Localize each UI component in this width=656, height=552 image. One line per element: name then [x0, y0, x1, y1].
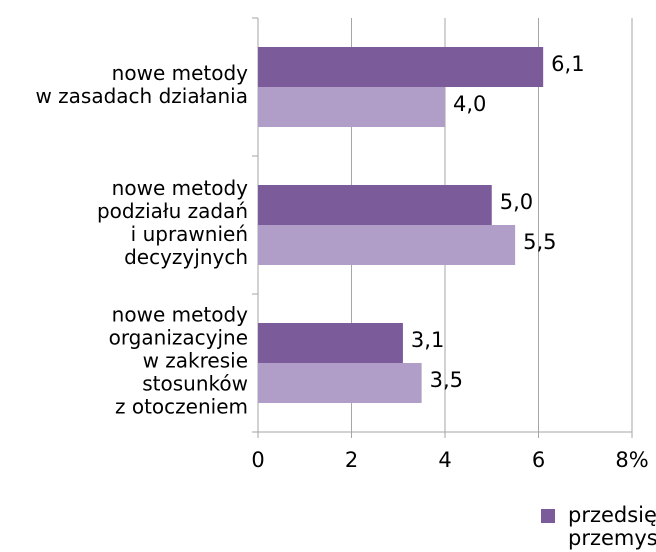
x-tick-label: 4 [438, 448, 451, 472]
x-tick-label: 0 [251, 448, 264, 472]
value-label: 5,0 [500, 190, 533, 214]
category-label: nowe metody organizacyjne w zakresie sto… [108, 302, 248, 419]
category-label: nowe metody w zasadach działania [35, 61, 248, 108]
x-tick-label: 2 [345, 448, 358, 472]
legend-label: przedsiębiorstwa przemysłowe [568, 503, 656, 550]
value-label: 6,1 [551, 52, 584, 76]
bar [258, 185, 492, 225]
value-label: 3,1 [411, 328, 444, 352]
bar [258, 87, 445, 127]
x-tick-label: 6 [532, 448, 545, 472]
bar [258, 363, 422, 403]
value-label: 3,5 [430, 368, 463, 392]
value-label: 5,5 [523, 230, 556, 254]
bar [258, 47, 544, 87]
category-label: nowe metody podziału zadań i uprawnień d… [96, 176, 248, 269]
legend-swatch [541, 509, 555, 523]
value-label: 4,0 [453, 92, 486, 116]
bar [258, 323, 403, 363]
bar [258, 225, 516, 265]
x-tick-label: 8% [615, 448, 648, 472]
